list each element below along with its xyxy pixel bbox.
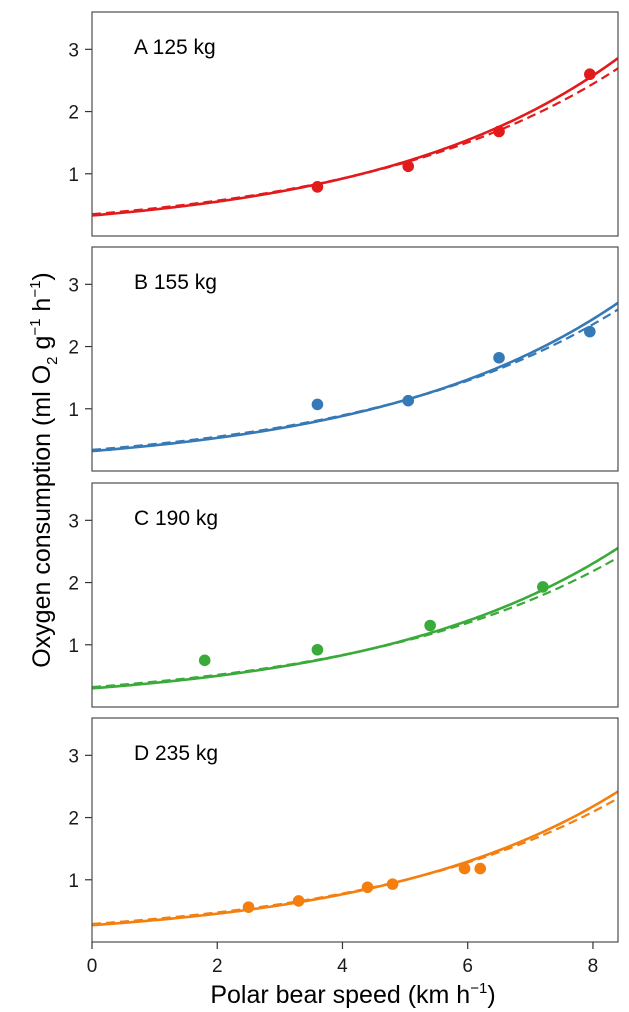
panel-a-point	[311, 181, 324, 193]
x-tick-label: 4	[337, 956, 348, 977]
panel-b-point	[402, 394, 415, 407]
panel-b-fit-solid	[92, 301, 618, 453]
panel-a-point	[402, 160, 415, 173]
x-axis-title: Polar bear speed (km h−1)	[210, 980, 495, 1009]
panel-d-point	[292, 895, 305, 907]
panel-c-frame	[91, 482, 619, 708]
panel-b: 1 2 3 B 155 kg	[68, 246, 619, 472]
panel-b-point	[584, 325, 596, 338]
panel-c-label: C 190 kg	[134, 507, 218, 530]
panel-b-y-tick-label: 1	[68, 400, 79, 421]
panel-a-point	[584, 68, 596, 81]
panel-d: 1 2 3 D 235 kg	[68, 717, 619, 943]
panel-c-point	[537, 581, 549, 593]
panel-a-frame	[91, 11, 619, 237]
panel-d-fits	[92, 790, 618, 927]
panel-d-fit-dashed	[92, 797, 618, 926]
panel-d-y-tick-label: 1	[68, 871, 79, 892]
panel-c-point	[311, 643, 324, 656]
panel-b-fits	[92, 301, 618, 453]
panel-b-point	[493, 351, 505, 364]
panel-a-y-tick-label: 2	[68, 103, 79, 124]
panel-c-y-tick-label: 1	[68, 636, 79, 657]
panel-b-fit-dashed	[92, 308, 618, 451]
panel-d-point	[242, 901, 255, 913]
panel-b-label: B 155 kg	[134, 271, 217, 294]
panel-c-y-tick-label: 3	[68, 511, 79, 532]
x-tick-label: 0	[87, 956, 98, 977]
panel-a-fit-solid	[92, 57, 618, 217]
panel-b-y-tick-label: 2	[68, 338, 79, 359]
panel-b-y-tick-label: 3	[68, 275, 79, 296]
panel-a: 1 2 3 A 125 kg	[68, 11, 619, 237]
y-axis-title: Oxygen consumption (ml O2 g−1 h−1)	[27, 272, 61, 668]
panel-a-label: A 125 kg	[134, 36, 216, 59]
x-tick-label: 2	[212, 956, 223, 977]
panel-c-fits	[92, 546, 618, 690]
panel-a-y-tick-label: 1	[68, 165, 79, 186]
panel-a-point	[493, 125, 505, 138]
panel-c-point	[198, 654, 211, 667]
panel-d-y-tick-label: 2	[68, 809, 79, 830]
panel-b-frame	[91, 246, 619, 472]
x-tick-label: 6	[462, 956, 473, 977]
panel-c: 1 2 3 C 190 kg	[68, 482, 619, 708]
panel-d-y-tick-label: 3	[68, 746, 79, 767]
panel-d-label: D 235 kg	[134, 742, 218, 765]
panel-c-y-tick-label: 2	[68, 574, 79, 595]
panel-a-fit-dashed	[92, 67, 618, 216]
panel-a-fits	[92, 57, 618, 217]
x-tick-label: 8	[588, 956, 599, 977]
panels: 1 2 3 A 125 kg 1 2 3 B 155 kg 1 2 3 C 190 kg 1 2 3 D 23…	[68, 11, 619, 943]
panel-d-fit-solid	[92, 790, 618, 927]
panel-d-frame	[91, 717, 619, 943]
panel-c-point	[424, 619, 436, 632]
panel-c-fit-solid	[92, 546, 618, 690]
panel-a-y-tick-label: 3	[68, 40, 79, 61]
panel-c-fit-dashed	[92, 556, 618, 689]
panel-d-point	[474, 862, 487, 875]
panel-d-point	[386, 878, 399, 890]
panel-b-point	[311, 398, 324, 411]
panel-d-point	[361, 881, 374, 894]
panel-d-point	[458, 862, 471, 875]
x-axis: 0 2 4 6 8	[87, 942, 599, 977]
